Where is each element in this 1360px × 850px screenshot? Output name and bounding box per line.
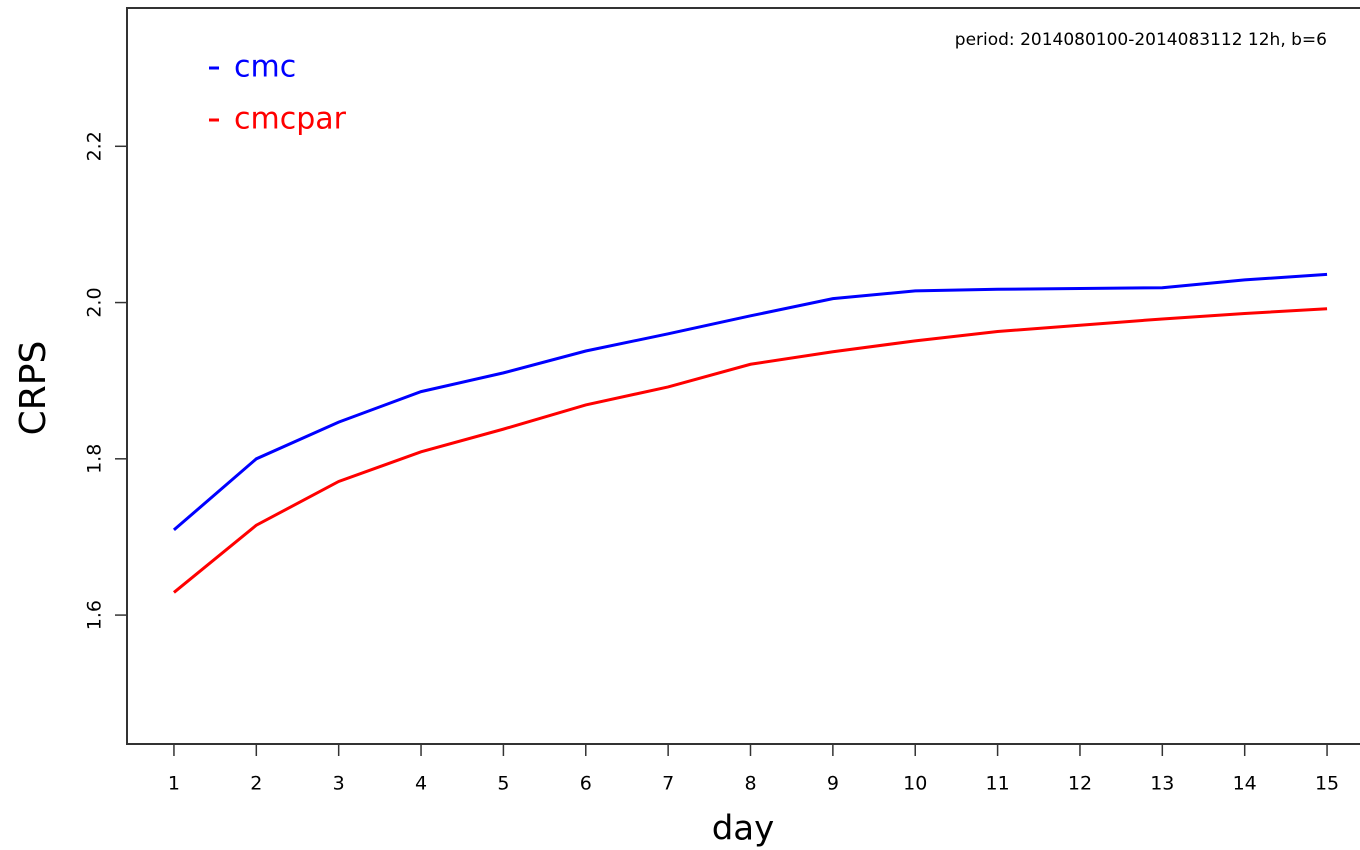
series-line <box>172 307 1328 594</box>
x-tick-label: 3 <box>333 773 345 795</box>
x-tick-label: 8 <box>744 773 756 795</box>
x-tick-label: 7 <box>662 773 674 795</box>
x-tick-label: 9 <box>827 773 839 795</box>
x-tick-label: 2 <box>250 773 262 795</box>
y-tick-label: 2.2 <box>84 131 106 161</box>
legend-label: cmcpar <box>234 102 347 137</box>
legend-label: cmc <box>234 50 296 85</box>
x-tick-label: 1 <box>168 773 180 795</box>
y-tick-label: 1.8 <box>84 444 106 474</box>
annotation: period: 2014080100-2014083112 12h, b=6 <box>955 30 1327 50</box>
x-tick-label: 13 <box>1150 773 1174 795</box>
x-tick-label: 6 <box>580 773 592 795</box>
series-line <box>172 272 1328 532</box>
x-tick-label: 15 <box>1315 773 1339 795</box>
x-tick-label: 10 <box>903 773 927 795</box>
y-tick-label: 1.6 <box>84 600 106 630</box>
x-axis-label: day <box>712 809 775 849</box>
x-tick-label: 14 <box>1233 773 1257 795</box>
y-tick-label: 2.0 <box>84 287 106 317</box>
x-tick-label: 12 <box>1068 773 1092 795</box>
x-tick-label: 11 <box>986 773 1010 795</box>
x-tick-label: 5 <box>497 773 509 795</box>
x-tick-label: 4 <box>415 773 427 795</box>
plot-frame <box>126 7 1360 745</box>
y-axis-label: CRPS <box>13 341 54 436</box>
